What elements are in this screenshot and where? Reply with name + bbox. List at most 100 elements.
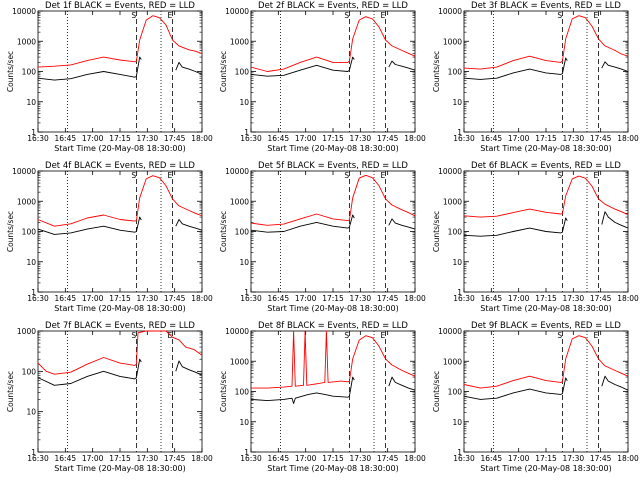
- y-axis-label: Counts/sec: [432, 371, 441, 412]
- x-tick-label: 17:30: [563, 454, 585, 463]
- series-line-lld: [37, 175, 203, 227]
- plot-frame: [463, 330, 629, 453]
- chart-svg: Det 2f BLACK = Events, RED = LLD 16:30 16:…: [219, 1, 426, 153]
- chart-svg: Det 8f BLACK = Events, RED = LLD 16:30 16:…: [219, 321, 426, 473]
- x-tick-label: 16:30: [27, 134, 49, 143]
- x-tick-label: 17:00: [82, 454, 104, 463]
- y-tick-label: 1: [31, 288, 36, 297]
- y-tick-label: 1: [244, 288, 249, 297]
- y-tick-label: 10000: [438, 167, 462, 176]
- series-line-events: [175, 61, 203, 75]
- y-tick-label: 10: [239, 418, 249, 427]
- y-tick-label: 10: [452, 418, 462, 427]
- y-axis-label: Counts/sec: [219, 371, 228, 412]
- chart-panel-det9: Det 9f BLACK = Events, RED = LLD 16:30 16:…: [426, 320, 639, 480]
- y-tick-label: 1000: [230, 37, 249, 46]
- y-tick-label: 1: [457, 288, 462, 297]
- chart-panel-det6: Det 6f BLACK = Events, RED = LLD 16:30 16:…: [426, 160, 639, 320]
- x-axis-label: Start Time (20-May-08 18:30:00): [267, 304, 398, 313]
- y-tick-label: 10000: [225, 327, 249, 336]
- y-tick-label: 1: [244, 128, 249, 137]
- y-tick-label: 10000: [438, 327, 462, 336]
- x-tick-label: 17:30: [563, 134, 585, 143]
- panel-title: Det 1f BLACK = Events, RED = LLD: [45, 1, 195, 11]
- plot-frame: [37, 10, 203, 133]
- series-line-events: [463, 57, 568, 80]
- y-tick-label: 1000: [443, 357, 462, 366]
- x-tick-label: 16:30: [453, 454, 475, 463]
- y-axis-label: Counts/sec: [6, 51, 15, 92]
- y-tick-label: 10: [239, 258, 249, 267]
- x-tick-label: 18:00: [191, 134, 213, 143]
- plot-frame: [463, 10, 629, 133]
- panel-title: Det 6f BLACK = Events, RED = LLD: [471, 161, 621, 171]
- x-tick-label: 17:00: [508, 454, 530, 463]
- x-axis-label: Start Time (20-May-08 18:30:00): [267, 144, 398, 153]
- x-tick-label: 17:45: [377, 134, 399, 143]
- series-line-lld: [250, 16, 416, 72]
- chart-svg: Det 9f BLACK = Events, RED = LLD 16:30 16:…: [432, 321, 639, 473]
- panel-title: Det 2f BLACK = Events, RED = LLD: [258, 1, 408, 11]
- x-tick-label: 16:45: [268, 134, 290, 143]
- marker-label: S: [344, 171, 349, 180]
- x-tick-label: 17:45: [164, 294, 186, 303]
- panel-title: Det 5f BLACK = Events, RED = LLD: [258, 161, 408, 171]
- x-tick-label: 17:15: [535, 134, 557, 143]
- x-axis-label: Start Time (20-May-08 18:30:00): [54, 144, 185, 153]
- x-tick-label: 17:15: [322, 134, 344, 143]
- x-tick-label: 17:30: [137, 134, 159, 143]
- x-tick-label: 17:30: [350, 134, 372, 143]
- y-axis-label: Counts/sec: [219, 51, 228, 92]
- x-tick-label: 17:30: [350, 454, 372, 463]
- y-tick-label: 10000: [225, 167, 249, 176]
- x-tick-label: 17:45: [590, 294, 612, 303]
- series-line-events: [463, 377, 568, 400]
- series-line-events: [601, 211, 629, 229]
- y-tick-label: 10: [26, 258, 36, 267]
- y-axis-label: Counts/sec: [432, 51, 441, 92]
- x-axis-label: Start Time (20-May-08 18:30:00): [480, 464, 611, 473]
- chart-panel-det4: Det 4f BLACK = Events, RED = LLD 16:30 16:…: [0, 160, 213, 320]
- y-tick-label: 1: [457, 128, 462, 137]
- y-tick-label: 1000: [17, 37, 36, 46]
- marker-label: E: [593, 11, 598, 20]
- plot-frame: [250, 10, 416, 133]
- marker-label: E: [167, 11, 172, 20]
- series-line-lld: [37, 330, 203, 375]
- y-tick-label: 10000: [225, 7, 249, 16]
- x-tick-label: 16:30: [240, 134, 262, 143]
- series-line-events: [37, 358, 142, 386]
- x-tick-label: 17:15: [535, 454, 557, 463]
- y-tick-label: 1: [31, 448, 36, 457]
- chart-panel-det7: Det 7f BLACK = Events, RED = LLD 16:30 16:…: [0, 320, 213, 480]
- y-axis-label: Counts/sec: [6, 371, 15, 412]
- x-tick-label: 16:45: [268, 454, 290, 463]
- x-tick-label: 16:45: [55, 454, 77, 463]
- marker-label: E: [380, 11, 385, 20]
- y-tick-label: 1000: [230, 197, 249, 206]
- chart-svg: Det 3f BLACK = Events, RED = LLD 16:30 16:…: [432, 1, 639, 153]
- x-tick-label: 17:00: [508, 294, 530, 303]
- x-tick-label: 17:15: [109, 454, 131, 463]
- marker-label: E: [593, 331, 598, 340]
- x-tick-label: 16:30: [27, 294, 49, 303]
- y-tick-label: 100: [448, 228, 463, 237]
- panel-title: Det 8f BLACK = Events, RED = LLD: [258, 321, 408, 331]
- chart-svg: Det 1f BLACK = Events, RED = LLD 16:30 16:…: [6, 1, 213, 153]
- x-tick-label: 18:00: [404, 294, 426, 303]
- x-tick-label: 16:30: [240, 454, 262, 463]
- series-line-events: [463, 217, 568, 237]
- x-tick-label: 17:45: [590, 454, 612, 463]
- series-line-lld: [463, 175, 629, 218]
- panel-title: Det 7f BLACK = Events, RED = LLD: [45, 321, 195, 331]
- marker-label: S: [131, 331, 136, 340]
- y-axis-label: Counts/sec: [432, 211, 441, 252]
- y-tick-label: 10: [452, 258, 462, 267]
- x-tick-label: 16:45: [55, 294, 77, 303]
- series-line-lld: [251, 330, 416, 389]
- series-line-events: [175, 360, 203, 376]
- y-tick-label: 10: [26, 408, 36, 417]
- marker-label: E: [380, 331, 385, 340]
- series-line-events: [388, 218, 416, 230]
- series-line-lld: [463, 335, 629, 389]
